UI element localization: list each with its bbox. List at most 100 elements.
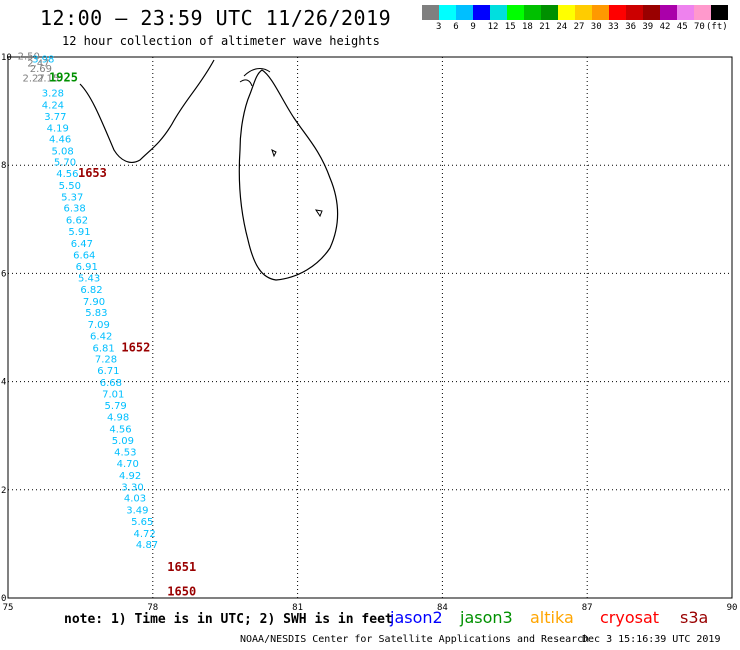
wave-height-label: 2.47 xyxy=(27,59,49,70)
wave-height-label: 5.09 xyxy=(112,436,134,447)
wave-height-label: 4.72 xyxy=(133,529,155,540)
legend-label: 70 xyxy=(694,22,705,32)
pass-time-label: 1653 xyxy=(78,166,107,180)
pass-time-label: 1652 xyxy=(121,340,150,354)
y-tick-label: 0 xyxy=(1,594,6,604)
legend-swatch xyxy=(456,5,473,20)
satellite-label: cryosat xyxy=(600,608,660,627)
pass-time-label: 1650 xyxy=(167,584,196,598)
legend-swatch xyxy=(524,5,541,20)
page-subtitle: 12 hour collection of altimeter wave hei… xyxy=(62,34,380,48)
legend-label: 39 xyxy=(642,22,654,32)
wave-height-label: 6.38 xyxy=(64,204,86,215)
legend-label: 15 xyxy=(504,22,516,32)
legend-label: 42 xyxy=(659,22,671,32)
wave-height-label: 2.27 xyxy=(22,73,44,84)
india-coastline xyxy=(79,59,215,163)
y-tick-label: 4 xyxy=(1,378,6,388)
legend-swatch xyxy=(422,5,439,20)
wave-height-label: 6.68 xyxy=(100,378,122,389)
map-grid xyxy=(7,56,733,599)
satellite-label: jason3 xyxy=(460,608,513,627)
legend-swatch xyxy=(558,5,575,20)
pass-time-label: 1651 xyxy=(167,560,196,574)
wave-height-label: 5.08 xyxy=(51,146,73,157)
wave-height-label: 6.64 xyxy=(73,250,95,261)
wave-height-label: 3.77 xyxy=(44,112,66,123)
legend-swatch xyxy=(473,5,490,20)
legend-swatch xyxy=(694,5,711,20)
legend-label: 36 xyxy=(625,22,637,32)
x-tick-label: 84 xyxy=(437,603,448,613)
wave-height-label: 7.90 xyxy=(83,297,105,308)
wave-height-label: 4.98 xyxy=(107,413,129,424)
legend-swatch xyxy=(439,5,456,20)
legend-label: 24 xyxy=(556,22,568,32)
wave-height-label: 4.56 xyxy=(109,424,131,435)
wave-height-label: 2.15 xyxy=(37,73,59,84)
legend-label: 18 xyxy=(522,22,533,32)
wave-height-label: 7.28 xyxy=(95,355,117,366)
legend-label: 21 xyxy=(539,22,551,32)
wave-height-label: 6.91 xyxy=(76,262,98,273)
wave-height-label: 3.98 xyxy=(32,54,54,65)
legend-swatch xyxy=(660,5,677,20)
legend-swatch xyxy=(541,5,558,20)
legend-swatch xyxy=(490,5,507,20)
page-title: 12:00 – 23:59 UTC 11/26/2019 xyxy=(40,6,392,30)
legend-label: 3 xyxy=(436,22,442,32)
legend-swatch xyxy=(609,5,626,20)
wave-height-label: 7.01 xyxy=(102,389,124,400)
wave-height-label: 4.03 xyxy=(124,494,146,505)
wave-height-label: 6.71 xyxy=(97,366,119,377)
wave-height-label: 5.65 xyxy=(131,517,153,528)
wave-height-label: 5.83 xyxy=(85,308,107,319)
pass-time-label: 1925 xyxy=(49,70,78,84)
credit-text: NOAA/NESDIS Center for Satellite Applica… xyxy=(240,634,590,645)
x-tick-label: 87 xyxy=(582,603,593,613)
x-tick-label: 75 xyxy=(3,603,14,613)
wave-height-label: 4.70 xyxy=(117,459,139,470)
y-tick-label: 10 xyxy=(1,53,12,63)
color-legend xyxy=(422,5,728,20)
wave-height-label: 6.81 xyxy=(92,343,114,354)
island-mark xyxy=(314,209,323,218)
legend-swatch xyxy=(507,5,524,20)
wave-height-label: 6.62 xyxy=(66,216,88,227)
generated-timestamp: Dec 3 15:16:39 UTC 2019 xyxy=(582,634,721,645)
wave-height-label: 5.70 xyxy=(54,158,76,169)
color-legend-labels: 3 6 9 12 15 18 21 24 27 30 33 36 39 42 45 70 xyxy=(422,22,740,34)
x-tick-label: 90 xyxy=(727,603,738,613)
wave-height-label: 7.09 xyxy=(88,320,110,331)
wave-height-label: 6.82 xyxy=(80,285,102,296)
wave-height-label: 3.49 xyxy=(126,506,148,517)
legend-swatch xyxy=(575,5,592,20)
map-axes: 75 78 81 84 87 90 0 2 4 6 8 10 xyxy=(1,53,737,613)
wave-height-label: 4.87 xyxy=(136,540,158,551)
sri-lanka-coastline xyxy=(238,69,339,281)
wave-height-label: 4.46 xyxy=(49,134,71,145)
y-tick-label: 8 xyxy=(1,161,6,171)
y-tick-label: 6 xyxy=(1,269,6,279)
legend-unit: (ft) xyxy=(706,22,728,32)
wave-height-label: 5.43 xyxy=(78,274,100,285)
legend-label: 45 xyxy=(676,22,688,32)
wave-height-label: 2.50 xyxy=(18,52,40,63)
jaffna-peninsula xyxy=(239,68,271,87)
legend-swatch xyxy=(592,5,609,20)
legend-label: 12 xyxy=(487,22,499,32)
wave-height-label: 4.56 xyxy=(56,169,78,180)
wave-height-label: 4.24 xyxy=(42,100,64,111)
satellite-label: jason2 xyxy=(390,608,443,627)
satellite-label: s3a xyxy=(680,608,709,627)
wave-height-label: 5.79 xyxy=(105,401,127,412)
legend-swatch xyxy=(677,5,694,20)
wave-height-label: 4.92 xyxy=(119,471,141,482)
wave-height-label: 5.91 xyxy=(68,227,90,238)
island-mark xyxy=(271,149,277,158)
wave-height-label: 5.50 xyxy=(59,181,81,192)
legend-label: 6 xyxy=(453,22,459,32)
wave-height-label: 4.53 xyxy=(114,448,136,459)
legend-label: 30 xyxy=(590,22,602,32)
satellite-label: altika xyxy=(530,608,574,627)
